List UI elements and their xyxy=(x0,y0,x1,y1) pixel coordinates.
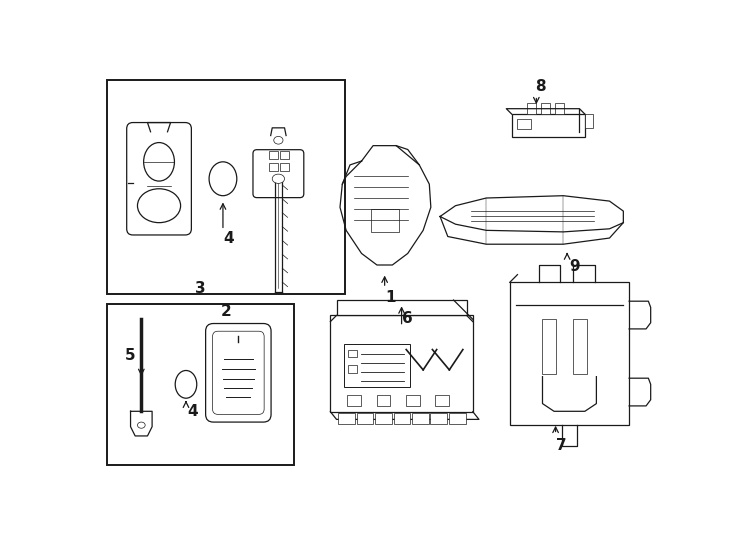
Bar xyxy=(527,103,537,114)
Bar xyxy=(430,413,448,424)
Text: 8: 8 xyxy=(535,79,545,94)
Text: 4: 4 xyxy=(223,231,233,246)
Ellipse shape xyxy=(209,162,237,195)
Bar xyxy=(510,282,629,425)
Bar xyxy=(406,395,420,406)
Bar xyxy=(344,345,410,387)
Bar xyxy=(541,103,550,114)
Bar xyxy=(573,319,587,374)
Bar xyxy=(412,413,429,424)
Text: 1: 1 xyxy=(385,290,396,305)
Bar xyxy=(330,315,473,411)
Ellipse shape xyxy=(144,143,175,181)
Ellipse shape xyxy=(137,422,145,428)
Bar xyxy=(347,395,361,406)
Bar xyxy=(107,303,294,465)
Bar xyxy=(449,413,466,424)
Bar xyxy=(336,300,467,315)
Bar xyxy=(338,413,355,424)
Bar xyxy=(585,114,592,128)
Bar xyxy=(435,395,449,406)
FancyBboxPatch shape xyxy=(213,331,264,414)
Bar xyxy=(269,164,278,171)
Ellipse shape xyxy=(175,370,197,398)
Text: 5: 5 xyxy=(126,348,136,363)
Text: 4: 4 xyxy=(187,404,197,419)
Bar xyxy=(357,413,374,424)
Text: 9: 9 xyxy=(570,259,580,274)
Text: 7: 7 xyxy=(556,438,567,453)
Bar xyxy=(371,209,399,232)
Bar xyxy=(542,319,556,374)
Text: 2: 2 xyxy=(221,303,231,319)
Bar xyxy=(555,103,564,114)
Bar xyxy=(107,80,344,294)
Bar xyxy=(348,350,357,357)
Bar xyxy=(269,151,278,159)
Bar xyxy=(280,151,289,159)
FancyBboxPatch shape xyxy=(253,150,304,198)
Bar xyxy=(377,395,390,406)
Bar xyxy=(375,413,392,424)
FancyBboxPatch shape xyxy=(127,123,192,235)
Text: 6: 6 xyxy=(402,312,413,326)
Ellipse shape xyxy=(137,189,181,222)
Bar xyxy=(512,114,585,137)
Bar xyxy=(517,119,531,130)
Bar xyxy=(348,365,357,373)
Bar xyxy=(280,164,289,171)
Ellipse shape xyxy=(274,137,283,144)
Bar xyxy=(393,413,410,424)
Ellipse shape xyxy=(272,174,285,184)
FancyBboxPatch shape xyxy=(206,323,271,422)
Text: 3: 3 xyxy=(195,281,206,295)
